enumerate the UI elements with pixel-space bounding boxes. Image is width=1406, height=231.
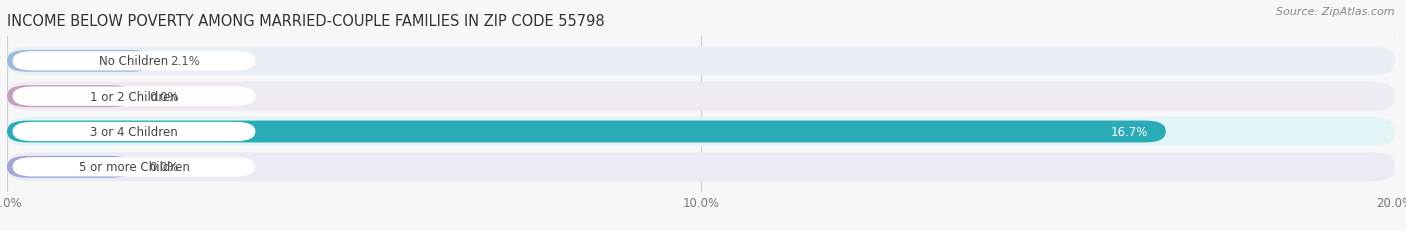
FancyBboxPatch shape (7, 121, 1166, 143)
FancyBboxPatch shape (13, 158, 256, 177)
Text: 16.7%: 16.7% (1111, 125, 1149, 138)
Text: Source: ZipAtlas.com: Source: ZipAtlas.com (1277, 7, 1395, 17)
FancyBboxPatch shape (7, 156, 132, 178)
Text: 3 or 4 Children: 3 or 4 Children (90, 125, 179, 138)
Text: INCOME BELOW POVERTY AMONG MARRIED-COUPLE FAMILIES IN ZIP CODE 55798: INCOME BELOW POVERTY AMONG MARRIED-COUPL… (7, 14, 605, 29)
Text: 0.0%: 0.0% (149, 161, 179, 173)
FancyBboxPatch shape (7, 51, 153, 73)
Text: 1 or 2 Children: 1 or 2 Children (90, 90, 179, 103)
Text: No Children: No Children (100, 55, 169, 68)
FancyBboxPatch shape (7, 153, 1395, 182)
FancyBboxPatch shape (7, 82, 1395, 111)
Text: 5 or more Children: 5 or more Children (79, 161, 190, 173)
FancyBboxPatch shape (13, 52, 256, 71)
FancyBboxPatch shape (7, 86, 132, 108)
FancyBboxPatch shape (7, 47, 1395, 76)
FancyBboxPatch shape (13, 122, 256, 142)
Text: 0.0%: 0.0% (149, 90, 179, 103)
FancyBboxPatch shape (13, 87, 256, 106)
FancyBboxPatch shape (7, 118, 1395, 146)
Text: 2.1%: 2.1% (170, 55, 200, 68)
